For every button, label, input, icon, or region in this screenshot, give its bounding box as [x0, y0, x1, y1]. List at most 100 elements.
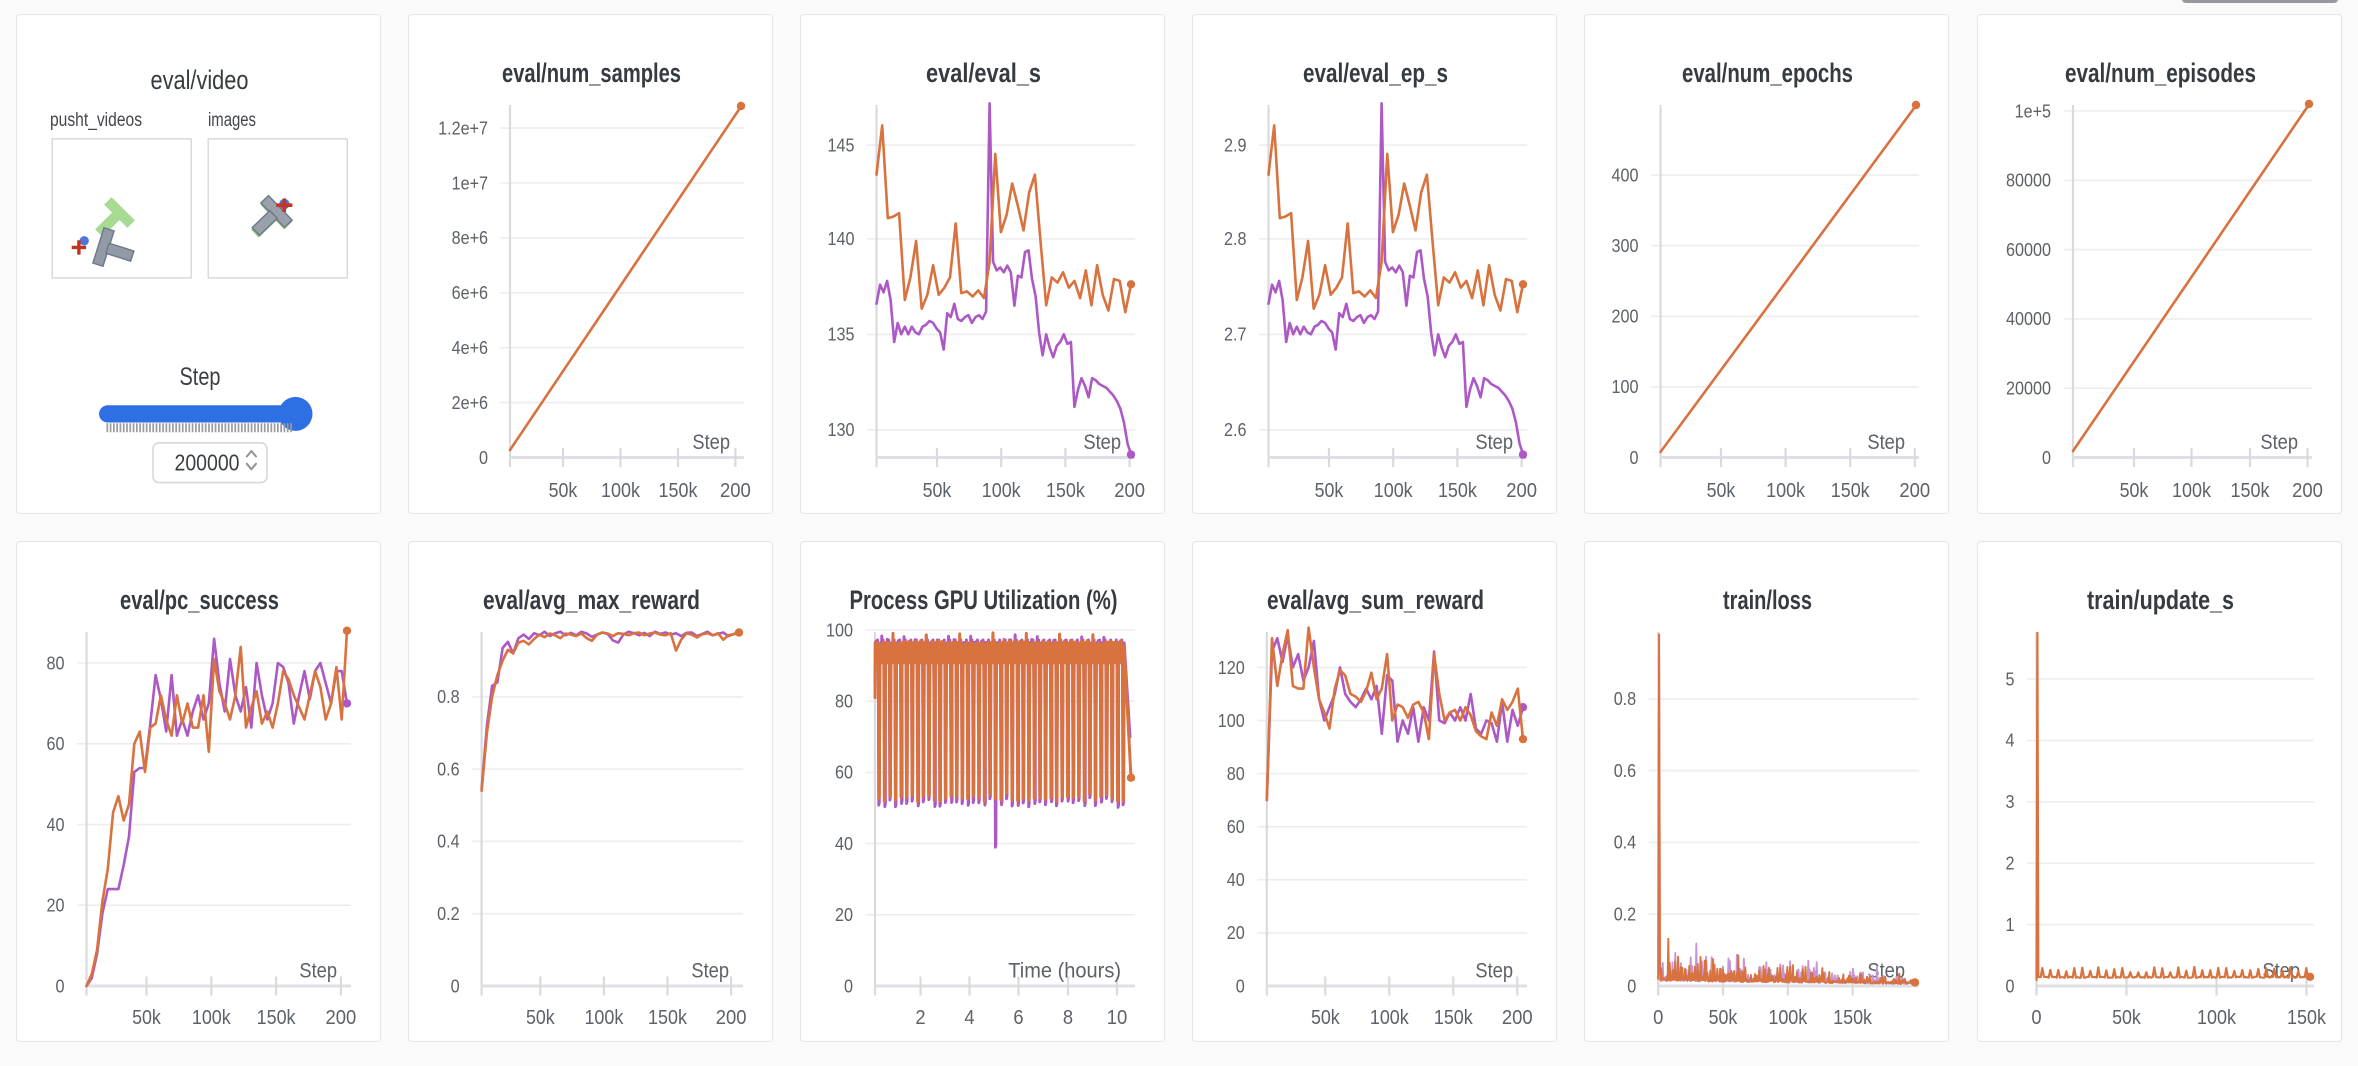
- svg-text:eval/num_epochs: eval/num_epochs: [1682, 58, 1853, 88]
- svg-text:50k: 50k: [132, 1006, 161, 1029]
- svg-text:Process GPU Utilization (%): Process GPU Utilization (%): [849, 585, 1117, 615]
- svg-text:100k: 100k: [601, 479, 641, 502]
- svg-text:50k: 50k: [548, 479, 577, 502]
- svg-text:2: 2: [2005, 854, 2014, 874]
- svg-text:130: 130: [827, 420, 854, 440]
- svg-text:6e+6: 6e+6: [451, 283, 487, 303]
- svg-text:150k: 150k: [1046, 479, 1086, 502]
- svg-text:150k: 150k: [1438, 479, 1478, 502]
- svg-text:Step: Step: [692, 430, 730, 454]
- svg-text:Step: Step: [1083, 430, 1121, 454]
- svg-text:20: 20: [1227, 923, 1245, 943]
- svg-text:6: 6: [1013, 1006, 1023, 1029]
- svg-text:0.4: 0.4: [1614, 833, 1637, 853]
- svg-text:100k: 100k: [191, 1006, 231, 1029]
- svg-text:images: images: [208, 110, 256, 131]
- svg-text:200: 200: [325, 1006, 356, 1029]
- svg-text:eval/avg_sum_reward: eval/avg_sum_reward: [1267, 585, 1484, 615]
- svg-text:1e+7: 1e+7: [451, 173, 487, 193]
- svg-text:Step: Step: [1868, 430, 1906, 454]
- svg-text:200: 200: [1502, 1006, 1533, 1029]
- svg-text:40: 40: [835, 834, 853, 854]
- svg-text:200: 200: [715, 1006, 746, 1029]
- svg-text:0.6: 0.6: [1614, 761, 1637, 781]
- svg-text:Step: Step: [299, 959, 337, 983]
- svg-text:Step: Step: [179, 363, 220, 391]
- svg-text:0: 0: [1630, 447, 1639, 467]
- svg-text:8e+6: 8e+6: [451, 228, 487, 248]
- svg-text:eval/pc_success: eval/pc_success: [120, 585, 279, 615]
- svg-text:200: 200: [1612, 306, 1639, 326]
- svg-text:5: 5: [2005, 669, 2014, 689]
- svg-text:eval/num_samples: eval/num_samples: [502, 58, 681, 88]
- svg-text:100: 100: [1612, 377, 1639, 397]
- svg-text:300: 300: [1612, 236, 1639, 256]
- svg-text:0.2: 0.2: [1614, 905, 1637, 925]
- svg-text:0.8: 0.8: [437, 687, 460, 707]
- svg-text:20: 20: [46, 896, 64, 916]
- svg-text:0.4: 0.4: [437, 832, 460, 852]
- svg-text:0: 0: [55, 976, 64, 996]
- svg-text:135: 135: [827, 324, 854, 344]
- svg-text:50k: 50k: [2119, 479, 2148, 502]
- svg-text:150k: 150k: [648, 1006, 688, 1029]
- svg-text:150k: 150k: [2287, 1006, 2327, 1029]
- svg-text:50k: 50k: [1315, 479, 1344, 502]
- svg-text:0: 0: [1653, 1006, 1663, 1029]
- svg-text:0: 0: [479, 447, 488, 467]
- svg-text:0: 0: [2005, 976, 2014, 996]
- svg-text:eval/avg_max_reward: eval/avg_max_reward: [483, 585, 700, 615]
- svg-text:2e+6: 2e+6: [451, 392, 487, 412]
- svg-text:60: 60: [835, 763, 853, 783]
- svg-text:4e+6: 4e+6: [451, 338, 487, 358]
- svg-text:120: 120: [1218, 658, 1245, 678]
- svg-text:3: 3: [2005, 792, 2014, 812]
- svg-text:Step: Step: [1475, 959, 1513, 983]
- svg-text:200: 200: [1506, 479, 1537, 502]
- svg-text:eval/video: eval/video: [150, 65, 248, 95]
- svg-text:80: 80: [46, 653, 64, 673]
- svg-text:100k: 100k: [1374, 479, 1414, 502]
- svg-text:eval/eval_s: eval/eval_s: [926, 58, 1041, 88]
- svg-text:4: 4: [964, 1006, 974, 1029]
- svg-text:80: 80: [835, 692, 853, 712]
- svg-text:400: 400: [1612, 165, 1639, 185]
- svg-text:0: 0: [450, 976, 459, 996]
- svg-text:eval/eval_ep_s: eval/eval_ep_s: [1303, 58, 1448, 88]
- svg-text:50k: 50k: [1709, 1006, 1738, 1029]
- svg-text:50k: 50k: [2112, 1006, 2141, 1029]
- svg-text:eval/num_episodes: eval/num_episodes: [2065, 58, 2256, 88]
- svg-text:100k: 100k: [2197, 1006, 2237, 1029]
- svg-text:80: 80: [1227, 764, 1245, 784]
- svg-text:60: 60: [1227, 817, 1245, 837]
- svg-text:0: 0: [1627, 976, 1636, 996]
- svg-text:40000: 40000: [2006, 309, 2051, 329]
- svg-text:Step: Step: [691, 959, 729, 983]
- svg-text:50k: 50k: [923, 479, 952, 502]
- svg-text:100k: 100k: [1769, 1006, 1809, 1029]
- svg-text:200: 200: [2292, 479, 2323, 502]
- svg-text:60000: 60000: [2006, 239, 2051, 259]
- svg-text:2: 2: [915, 1006, 925, 1029]
- svg-text:20: 20: [835, 905, 853, 925]
- svg-text:100: 100: [826, 620, 853, 640]
- svg-text:10: 10: [1107, 1006, 1128, 1029]
- svg-text:150k: 150k: [2230, 479, 2270, 502]
- svg-text:150k: 150k: [1434, 1006, 1474, 1029]
- svg-text:1.2e+7: 1.2e+7: [438, 118, 488, 138]
- svg-text:2.8: 2.8: [1224, 229, 1247, 249]
- svg-text:train/loss: train/loss: [1723, 585, 1812, 615]
- svg-text:50k: 50k: [1707, 479, 1736, 502]
- svg-text:150k: 150k: [658, 479, 698, 502]
- svg-text:train/update_s: train/update_s: [2087, 585, 2234, 615]
- svg-text:1e+5: 1e+5: [2014, 101, 2050, 121]
- svg-text:40: 40: [1227, 870, 1245, 890]
- svg-text:Step: Step: [2260, 430, 2298, 454]
- svg-text:50k: 50k: [1311, 1006, 1340, 1029]
- svg-text:4: 4: [2005, 731, 2014, 751]
- svg-text:145: 145: [827, 135, 854, 155]
- svg-text:150k: 150k: [1831, 479, 1871, 502]
- svg-text:100k: 100k: [584, 1006, 624, 1029]
- svg-text:pusht_videos: pusht_videos: [50, 110, 142, 131]
- svg-text:150k: 150k: [256, 1006, 296, 1029]
